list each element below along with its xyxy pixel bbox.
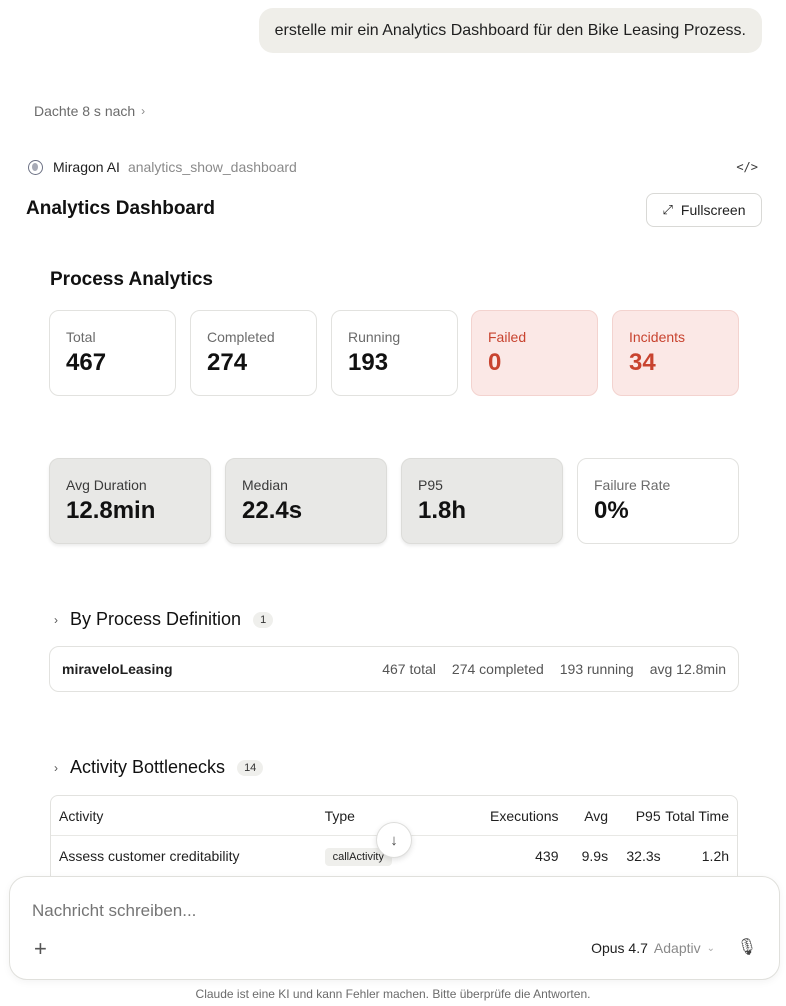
- user-message-bubble: erstelle mir ein Analytics Dashboard für…: [258, 8, 762, 53]
- stat-value: 22.4s: [242, 497, 303, 524]
- disclaimer: Claude ist eine KI und kann Fehler mache…: [195, 987, 591, 1001]
- stat-card-p95: P95 1.8h: [401, 458, 563, 544]
- section-toggle-bottlenecks[interactable]: › Activity Bottlenecks 14: [54, 757, 264, 778]
- section-toggle-by-process[interactable]: › By Process Definition 1: [54, 609, 274, 630]
- tool-function: analytics_show_dashboard: [127, 159, 297, 175]
- stat-value: 467: [66, 349, 107, 376]
- section-title: By Process Definition: [70, 609, 242, 629]
- process-running: 193 running: [559, 661, 634, 677]
- cell-p95: 32.3s: [626, 848, 661, 864]
- cell-total-time: 1.2h: [701, 848, 730, 864]
- stat-label: Incidents: [629, 329, 686, 345]
- stat-label: Median: [242, 477, 288, 493]
- scroll-down-button[interactable]: ↓: [376, 822, 412, 858]
- chevron-right-icon: ›: [54, 612, 58, 627]
- stat-label: Completed: [207, 329, 275, 345]
- stat-card-running: Running 193: [331, 310, 458, 396]
- col-activity[interactable]: Activity: [59, 807, 104, 824]
- stat-card-failure-rate: Failure Rate 0%: [577, 458, 739, 544]
- chevron-right-icon: ›: [54, 760, 58, 775]
- message-composer: + Opus 4.7 Adaptiv ⌄ 🎙: [9, 876, 780, 980]
- stat-value: 1.8h: [418, 497, 467, 524]
- fullscreen-button[interactable]: ⤢ Fullscreen: [646, 193, 762, 227]
- stat-card-completed: Completed 274: [190, 310, 317, 396]
- process-avg: avg 12.8min: [649, 661, 726, 677]
- col-avg[interactable]: Avg: [584, 807, 609, 824]
- user-message-text: erstelle mir ein Analytics Dashboard für…: [274, 22, 746, 39]
- code-icon[interactable]: </>: [736, 160, 758, 174]
- model-mode: Adaptiv: [653, 940, 701, 956]
- section-title: Activity Bottlenecks: [70, 757, 226, 777]
- globe-icon: [28, 159, 43, 175]
- stat-label: Failed: [488, 329, 527, 345]
- dashboard-title: Analytics Dashboard: [26, 198, 215, 219]
- panel-title: Process Analytics: [50, 269, 213, 290]
- count-badge: 1: [253, 611, 274, 628]
- stat-card-incidents: Incidents 34: [612, 310, 739, 396]
- stat-label: P95: [418, 477, 443, 493]
- stat-label: Running: [348, 329, 401, 345]
- stat-label: Total: [66, 329, 96, 345]
- table-header: Activity Type Executions Avg P95 Total T…: [51, 796, 737, 836]
- stat-card-median: Median 22.4s: [225, 458, 387, 544]
- stat-label: Failure Rate: [594, 477, 671, 493]
- stat-value: 34: [629, 349, 656, 376]
- process-row[interactable]: miraveloLeasing 467 total 274 completed …: [49, 646, 739, 692]
- model-selector[interactable]: Opus 4.7 Adaptiv ⌄: [591, 940, 715, 956]
- bottlenecks-table: Activity Type Executions Avg P95 Total T…: [50, 795, 738, 885]
- process-total: 467 total: [382, 661, 436, 677]
- process-name: miraveloLeasing: [62, 661, 173, 677]
- process-completed: 274 completed: [451, 661, 544, 677]
- plus-icon[interactable]: +: [34, 936, 47, 961]
- chevron-down-icon: ⌄: [706, 942, 715, 954]
- type-pill: callActivity: [324, 847, 392, 866]
- arrow-down-icon: ↓: [390, 831, 398, 849]
- chevron-right-icon: ›: [141, 104, 146, 118]
- cell-avg: 9.9s: [581, 848, 609, 864]
- process-stats: 467 total 274 completed 193 running avg …: [382, 661, 726, 677]
- stat-card-failed: Failed 0: [471, 310, 598, 396]
- stat-value: 0: [488, 349, 502, 376]
- expand-icon: ⤢: [662, 202, 673, 217]
- thought-toggle[interactable]: Dachte 8 s nach ›: [34, 103, 145, 119]
- table-row[interactable]: Assess customer creditability callActivi…: [51, 836, 737, 876]
- stat-value: 274: [207, 349, 248, 376]
- message-input[interactable]: [32, 901, 732, 921]
- col-p95[interactable]: P95: [635, 807, 661, 824]
- tool-call-row: Miragon AI analytics_show_dashboard </>: [28, 157, 758, 177]
- stat-card-avg-duration: Avg Duration 12.8min: [49, 458, 211, 544]
- col-type[interactable]: Type: [324, 807, 355, 824]
- stat-card-total: Total 467: [49, 310, 176, 396]
- model-name: Opus 4.7: [591, 940, 648, 956]
- cell-activity: Assess customer creditability: [59, 848, 240, 864]
- thought-label: Dachte 8 s nach: [34, 103, 136, 119]
- stat-value: 193: [348, 349, 389, 376]
- cell-type: callActivity: [324, 847, 444, 866]
- cell-executions: 439: [535, 848, 559, 864]
- stat-label: Avg Duration: [66, 477, 147, 493]
- stat-value: 12.8min: [66, 497, 156, 524]
- col-total-time[interactable]: Total Time: [665, 807, 730, 824]
- stat-value: 0%: [594, 497, 629, 524]
- count-badge: 14: [237, 759, 264, 776]
- microphone-icon[interactable]: 🎙: [736, 939, 757, 956]
- tool-name: Miragon AI: [53, 159, 120, 175]
- fullscreen-label: Fullscreen: [680, 202, 746, 218]
- col-executions[interactable]: Executions: [490, 807, 559, 824]
